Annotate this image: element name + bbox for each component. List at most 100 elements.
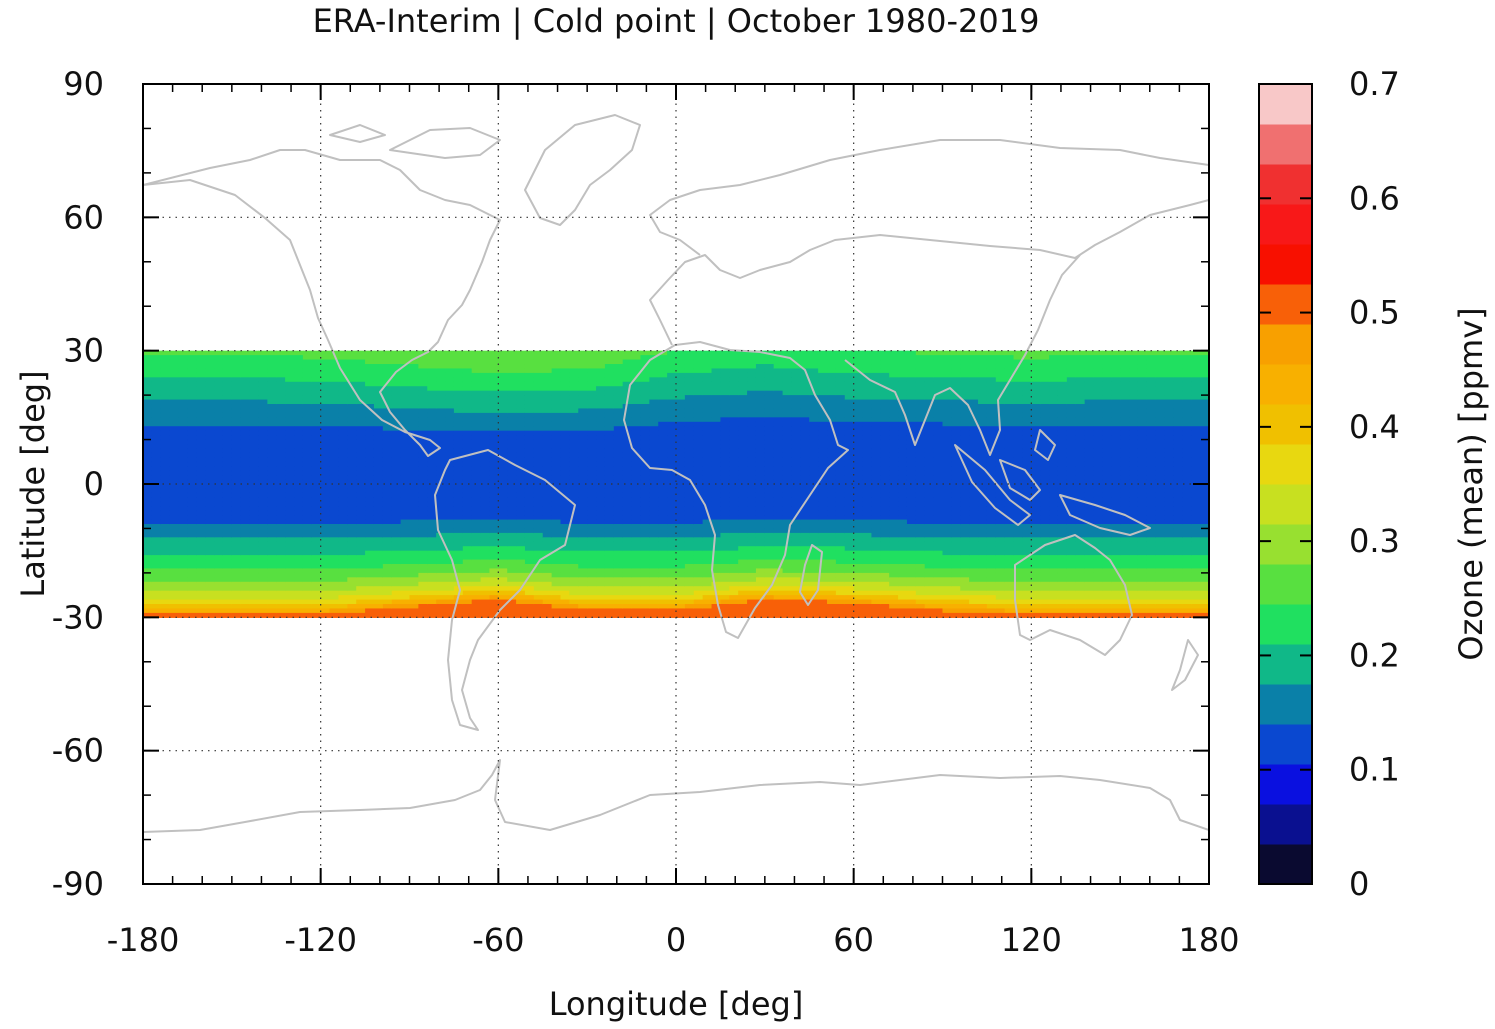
- heatmap-cell: [382, 484, 393, 490]
- heatmap-cell: [436, 524, 446, 530]
- heatmap-cell: [347, 439, 357, 445]
- heatmap-cell: [729, 519, 739, 525]
- heatmap-cell: [738, 528, 748, 534]
- heatmap-cell: [222, 572, 233, 578]
- heatmap-cell: [453, 555, 464, 561]
- heatmap-cell: [747, 568, 757, 574]
- heatmap-cell: [658, 475, 668, 481]
- heatmap-cell: [764, 452, 775, 458]
- heatmap-cell: [693, 435, 704, 441]
- heatmap-cell: [631, 528, 642, 534]
- heatmap-cell: [622, 492, 633, 498]
- heatmap-cell: [445, 484, 455, 490]
- heatmap-cell: [578, 586, 588, 592]
- heatmap-cell: [178, 484, 189, 490]
- heatmap-cell: [640, 350, 650, 356]
- heatmap-cell: [747, 519, 757, 525]
- heatmap-cell: [267, 519, 277, 525]
- heatmap-cell: [844, 577, 855, 583]
- heatmap-cell: [489, 470, 499, 476]
- heatmap-cell: [507, 488, 517, 494]
- heatmap-cell: [427, 417, 437, 423]
- heatmap-cell: [267, 555, 277, 561]
- heatmap-cell: [445, 537, 455, 543]
- heatmap-cell: [285, 559, 295, 565]
- heatmap-cell: [276, 595, 286, 601]
- heatmap-cell: [693, 532, 704, 538]
- heatmap-cell: [160, 519, 171, 525]
- heatmap-cell: [356, 426, 366, 432]
- heatmap-cell: [311, 608, 322, 614]
- heatmap-cell: [782, 426, 793, 432]
- heatmap-cell: [391, 604, 402, 610]
- heatmap-cell: [702, 595, 713, 601]
- heatmap-cell: [676, 448, 686, 454]
- heatmap-cell: [196, 559, 206, 565]
- heatmap-cell: [835, 466, 846, 472]
- heatmap-cell: [356, 524, 366, 530]
- heatmap-cell: [365, 421, 375, 427]
- heatmap-cell: [596, 515, 606, 521]
- heatmap-cell: [480, 399, 491, 405]
- heatmap-cell: [169, 586, 180, 592]
- heatmap-cell: [676, 541, 686, 547]
- heatmap-cell: [480, 577, 491, 583]
- heatmap-cell: [391, 355, 402, 361]
- heatmap-cell: [755, 479, 766, 485]
- heatmap-cell: [187, 461, 197, 467]
- heatmap-cell: [862, 457, 873, 463]
- heatmap-cell: [587, 484, 597, 490]
- heatmap-cell: [356, 519, 366, 525]
- heatmap-cell: [667, 581, 677, 587]
- heatmap-cell: [347, 421, 357, 427]
- heatmap-cell: [871, 510, 881, 516]
- heatmap-cell: [835, 359, 846, 365]
- heatmap-cell: [471, 599, 482, 605]
- heatmap-cell: [453, 390, 464, 396]
- heatmap-cell: [320, 546, 331, 552]
- heatmap-cell: [551, 390, 562, 396]
- heatmap-cell: [436, 412, 446, 418]
- heatmap-cell: [320, 550, 331, 556]
- heatmap-cell: [738, 577, 748, 583]
- heatmap-cell: [409, 532, 419, 538]
- heatmap-cell: [240, 528, 251, 534]
- heatmap-cell: [613, 404, 624, 410]
- heatmap-cell: [391, 599, 402, 605]
- heatmap-cell: [755, 377, 766, 383]
- heatmap-cell: [365, 546, 375, 552]
- heatmap-cell: [196, 461, 206, 467]
- heatmap-cell: [338, 466, 348, 472]
- heatmap-cell: [622, 457, 633, 463]
- heatmap-cell: [462, 350, 473, 356]
- heatmap-cell: [764, 501, 775, 507]
- heatmap-cell: [551, 399, 562, 405]
- heatmap-cell: [373, 595, 384, 601]
- heatmap-cell: [373, 568, 384, 574]
- heatmap-cell: [729, 595, 739, 601]
- heatmap-cell: [791, 519, 801, 525]
- heatmap-cell: [373, 368, 384, 374]
- heatmap-cell: [702, 501, 713, 507]
- heatmap-cell: [524, 395, 535, 401]
- heatmap-cell: [604, 372, 615, 378]
- heatmap-cell: [507, 412, 517, 418]
- heatmap-cell: [738, 430, 748, 436]
- heatmap-cell: [302, 572, 313, 578]
- heatmap-cell: [276, 475, 286, 481]
- heatmap-cell: [791, 475, 801, 481]
- heatmap-cell: [338, 359, 348, 365]
- heatmap-cell: [569, 408, 579, 414]
- heatmap-cell: [436, 572, 446, 578]
- heatmap-cell: [622, 368, 633, 374]
- heatmap-cell: [702, 448, 713, 454]
- heatmap-cell: [436, 488, 446, 494]
- heatmap-cell: [587, 497, 597, 503]
- heatmap-cell: [871, 408, 881, 414]
- heatmap-cell: [462, 581, 473, 587]
- heatmap-cell: [249, 421, 260, 427]
- heatmap-cell: [187, 492, 197, 498]
- heatmap-cell: [773, 448, 784, 454]
- heatmap-cell: [640, 568, 650, 574]
- heatmap-cell: [587, 559, 597, 565]
